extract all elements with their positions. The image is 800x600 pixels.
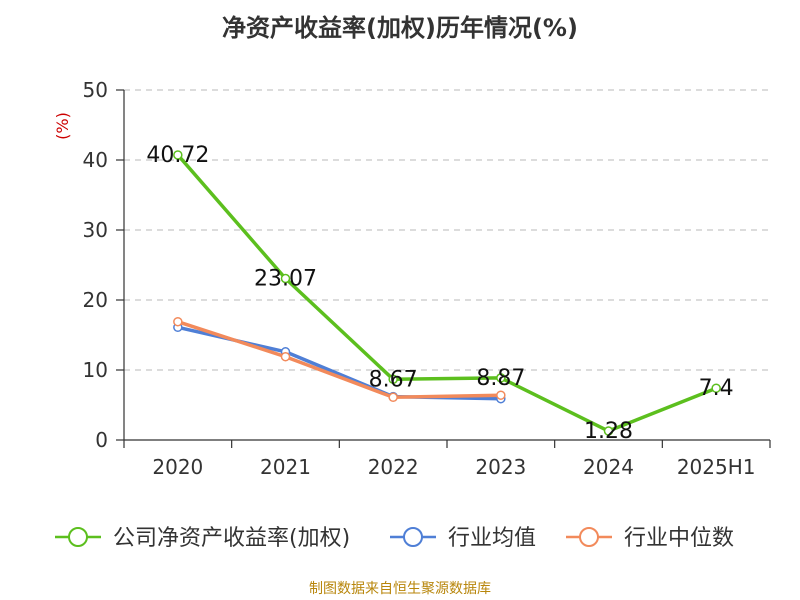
y-tick-label: 40 <box>83 148 108 172</box>
data-point <box>173 316 183 327</box>
axes: 0 10 20 30 40 50 (%) 2020 2021 2022 2023 2024 2025H1 <box>53 78 771 479</box>
x-tick-label: 2022 <box>368 455 419 479</box>
legend-marker <box>68 527 88 547</box>
series-line <box>177 320 501 400</box>
x-tick-label: 2021 <box>260 455 311 479</box>
x-tick-label: 2024 <box>583 455 634 479</box>
data-label: 8.87 <box>476 366 525 391</box>
chart-title: 净资产收益率(加权)历年情况(%) <box>222 14 578 42</box>
legend-marker <box>579 527 599 547</box>
y-tick-label: 0 <box>95 428 108 452</box>
y-tick-label: 10 <box>83 358 108 382</box>
legend-label: 行业均值 <box>448 526 536 551</box>
series-layer <box>173 150 721 436</box>
x-tick-label: 2023 <box>475 455 526 479</box>
legend-label: 公司净资产收益率(加权) <box>113 526 350 551</box>
data-point <box>496 390 506 400</box>
data-point <box>280 273 291 284</box>
y-tick-label: 20 <box>83 288 108 312</box>
grid-lines <box>124 89 770 371</box>
data-point <box>496 373 506 383</box>
data-labels: 40.72 23.07 8.67 8.87 1.28 7.4 <box>146 143 733 444</box>
data-label: 8.67 <box>369 367 418 392</box>
legend-label: 行业中位数 <box>624 526 734 551</box>
data-point <box>388 392 398 403</box>
legend-marker <box>403 527 423 547</box>
y-tick-label: 50 <box>83 78 108 102</box>
data-point <box>603 426 614 436</box>
y-tick-label: 30 <box>83 218 108 242</box>
source-footer: 制图数据来自恒生聚源数据库 <box>309 581 491 597</box>
data-point <box>711 383 721 393</box>
data-label: 1.28 <box>584 419 633 444</box>
data-label: 23.07 <box>254 267 317 292</box>
y-axis-label: (%) <box>53 112 72 140</box>
data-point <box>388 374 398 385</box>
data-point <box>173 150 183 160</box>
data-point <box>280 351 291 362</box>
data-label: 7.4 <box>699 376 734 401</box>
x-tick-label: 2025H1 <box>677 455 756 479</box>
data-label: 40.72 <box>146 143 209 168</box>
x-tick-label: 2020 <box>152 455 203 479</box>
series-line <box>176 153 717 433</box>
legend: 公司净资产收益率(加权) 行业均值 行业中位数 <box>55 526 734 551</box>
